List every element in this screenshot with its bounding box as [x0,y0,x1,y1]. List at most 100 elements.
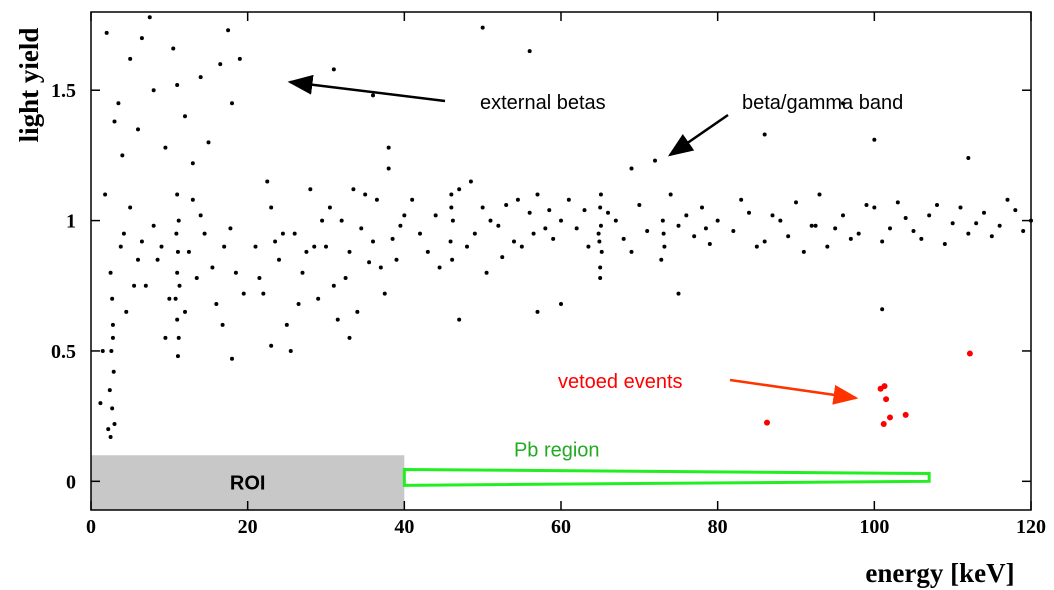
data-point [194,275,199,280]
data-point [175,192,180,197]
data-point [472,231,477,236]
data-point [535,309,540,314]
data-point [661,231,666,236]
data-point [367,260,372,265]
data-point [599,249,604,254]
data-point [817,192,822,197]
data-point [110,296,115,301]
data-point [700,205,704,210]
data-point [111,369,116,374]
data-point [190,161,195,166]
data-point [660,218,665,223]
data-point [151,223,156,228]
data-point [147,15,152,20]
data-point [794,200,798,205]
data-point [175,83,180,88]
data-point [911,229,916,234]
data-point [519,244,524,249]
data-point [112,421,117,426]
data-point [171,46,176,51]
x-tick-label: 20 [238,516,258,538]
data-point [559,302,563,307]
data-point [989,234,994,239]
data-point [198,213,203,218]
data-point [402,213,407,218]
data-point [136,127,140,132]
data-point [841,213,845,218]
data-point [233,270,238,275]
data-point [175,270,180,275]
y-tick-label: 0 [66,471,76,493]
data-point [881,383,888,390]
x-tick-label: 60 [551,516,571,538]
data-point [198,75,203,80]
y-tick-label: 1.5 [51,80,76,102]
data-point [801,249,806,254]
data-point [335,317,340,322]
data-point [237,56,242,61]
data-point [684,213,689,218]
data-point [371,239,375,244]
data-point [159,244,164,249]
data-point [692,234,697,239]
data-point [253,244,258,249]
data-point [653,158,657,163]
data-point [813,223,818,228]
region [91,455,405,510]
data-point [186,249,191,254]
data-point [284,322,289,327]
data-point [108,270,113,275]
data-point [110,322,115,327]
data-point [950,221,955,226]
data-point [155,257,160,262]
data-point [175,249,180,254]
data-point [174,231,179,236]
data-point [359,226,364,231]
data-point [124,309,129,314]
x-tick-label: 100 [859,516,889,538]
data-point [265,179,270,184]
data-point [902,411,909,418]
data-point [433,213,438,218]
data-point [183,309,187,314]
data-point [613,218,618,223]
data-point [277,257,281,262]
data-point [107,388,112,393]
data-point [316,296,321,301]
data-point [786,234,791,239]
data-point [163,335,168,340]
data-point [880,239,885,244]
data-point [100,348,105,353]
data-point [304,249,309,254]
data-point [997,223,1002,228]
data-point [228,226,233,231]
data-point [425,249,430,254]
data-point [903,215,908,220]
data-point [139,36,144,41]
data-point [230,101,234,106]
data-point [120,153,125,158]
data-point [128,205,133,210]
annotation: beta/gamma band [742,92,903,114]
data-point [241,291,246,296]
data-point [629,166,634,171]
data-point [331,67,336,72]
data-point [112,119,117,124]
data-point [488,218,493,223]
data-point [527,49,532,54]
y-tick-label: 0.5 [51,341,76,363]
data-point [942,242,947,247]
data-point [543,226,548,231]
data-point [109,348,114,353]
data-point [104,30,109,35]
data-point [132,283,137,288]
data-point [327,205,332,210]
data-point [449,205,454,210]
data-point [296,302,301,307]
data-point [637,202,642,207]
data-point [190,197,195,202]
data-point [394,257,399,262]
data-point [872,137,877,142]
data-point [668,192,673,197]
data-point [143,283,148,288]
